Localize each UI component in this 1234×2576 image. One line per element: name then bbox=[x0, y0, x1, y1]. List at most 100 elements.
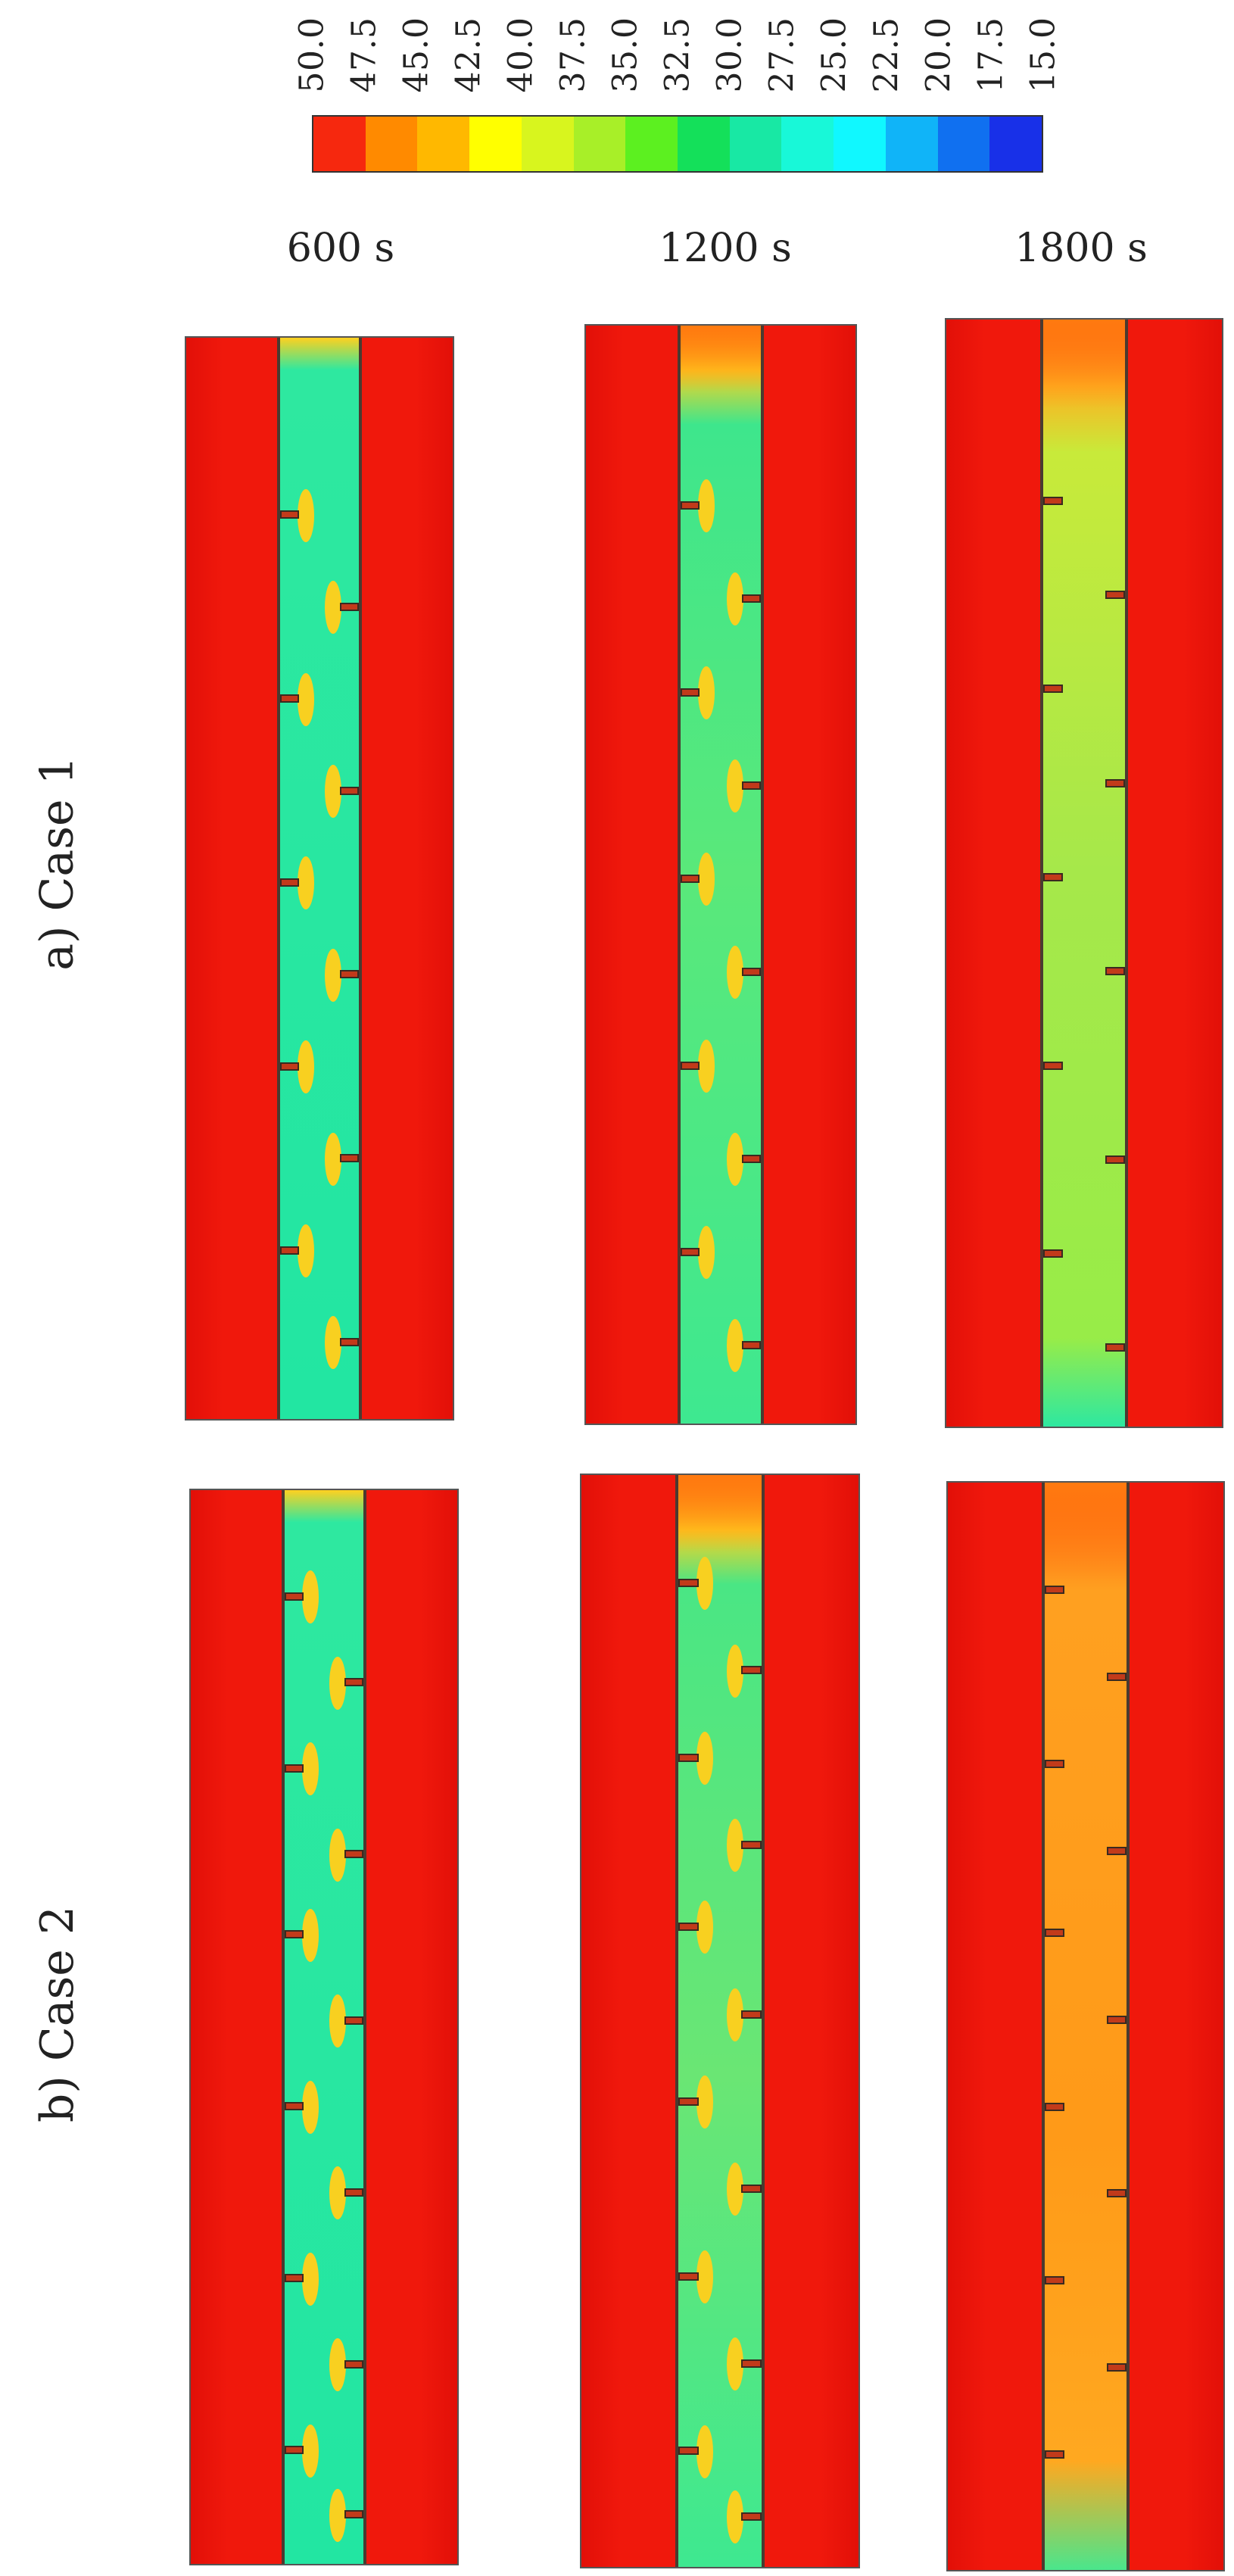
fin bbox=[1105, 591, 1126, 600]
colorbar-tick-text: 22.5 bbox=[867, 17, 906, 92]
fluid-region bbox=[284, 1490, 364, 2564]
row-label-case-1-text: a) Case 1 bbox=[31, 756, 85, 971]
thermal-plume bbox=[329, 2166, 347, 2220]
fin bbox=[1105, 1343, 1126, 1352]
thermal-plume bbox=[698, 853, 715, 906]
fin bbox=[1105, 778, 1126, 787]
fin bbox=[1044, 1760, 1064, 1769]
colorbar-tick-text: 37.5 bbox=[553, 17, 593, 92]
thermal-plume bbox=[696, 1901, 714, 1954]
fin bbox=[741, 594, 761, 603]
fin bbox=[344, 1678, 364, 1687]
thermal-plume bbox=[696, 1557, 714, 1611]
colorbar-tick-text: 15.0 bbox=[1024, 17, 1063, 92]
colorbar-segment bbox=[573, 117, 626, 171]
colorbar-segment bbox=[729, 117, 782, 171]
fin bbox=[741, 1666, 762, 1675]
fin bbox=[284, 1764, 304, 1773]
thermal-plume bbox=[698, 666, 715, 719]
fin bbox=[741, 968, 761, 977]
fin bbox=[678, 2447, 699, 2456]
fin bbox=[1042, 1061, 1063, 1070]
warm-top-region bbox=[678, 1475, 762, 1552]
thermal-plume bbox=[726, 2337, 743, 2391]
colorbar-tick-label: 20.0 bbox=[920, 0, 958, 111]
colorbar-tick-text: 17.5 bbox=[971, 17, 1011, 92]
fin bbox=[1107, 2363, 1127, 2372]
thermal-plume bbox=[726, 572, 743, 626]
fin bbox=[681, 1061, 700, 1070]
thermal-plume bbox=[301, 2252, 319, 2306]
fin bbox=[1044, 2276, 1064, 2285]
fin bbox=[1044, 2450, 1064, 2459]
fin bbox=[1044, 1586, 1064, 1595]
fin bbox=[284, 2274, 304, 2283]
fin bbox=[678, 1578, 699, 1587]
fin bbox=[681, 875, 700, 883]
fin bbox=[279, 510, 299, 519]
thermal-plume bbox=[329, 1828, 347, 1882]
thermal-plume bbox=[696, 1731, 714, 1785]
thermal-plume bbox=[301, 2080, 319, 2134]
fin bbox=[1107, 1673, 1127, 1682]
thermal-plume bbox=[726, 2490, 743, 2544]
panel-case1-1200s bbox=[584, 324, 857, 1425]
warm-top-region bbox=[681, 326, 761, 391]
thermal-plume bbox=[329, 1994, 347, 2048]
colorbar-tick-text: 47.5 bbox=[344, 17, 384, 92]
thermal-plume bbox=[297, 1040, 314, 1094]
thermal-plume bbox=[726, 946, 743, 1000]
fin bbox=[340, 786, 360, 795]
colorbar-tick-text: 45.0 bbox=[397, 17, 436, 92]
fin bbox=[678, 2272, 699, 2281]
colorbar-tick-label: 32.5 bbox=[659, 0, 697, 111]
fluid-region bbox=[678, 1475, 762, 2567]
fin bbox=[344, 2188, 364, 2197]
fin bbox=[741, 2512, 762, 2521]
fin bbox=[344, 2359, 364, 2369]
colorbar-tick-labels: 50.0 47.5 45.0 42.5 40.0 37.5 35.0 32.5 30.0 27.5… bbox=[293, 0, 1063, 112]
fin bbox=[279, 1246, 299, 1255]
colorbar-segment bbox=[678, 117, 730, 171]
colorbar-tick-label: 27.5 bbox=[763, 0, 802, 111]
panel-case1-1800s bbox=[945, 318, 1223, 1428]
colorbar-tick-text: 40.0 bbox=[501, 17, 541, 92]
fin bbox=[681, 688, 700, 697]
colorbar-tick-text: 20.0 bbox=[919, 17, 958, 92]
fin bbox=[741, 2010, 762, 2019]
colorbar-tick-label: 40.0 bbox=[502, 0, 541, 111]
thermal-plume bbox=[297, 856, 314, 910]
colorbar-segment bbox=[365, 117, 418, 171]
colorbar-tick-text: 35.0 bbox=[606, 17, 645, 92]
fin bbox=[284, 2446, 304, 2455]
fin bbox=[340, 970, 360, 979]
fin bbox=[741, 781, 761, 790]
fluid-channel bbox=[1039, 320, 1129, 1427]
fluid-channel bbox=[675, 1475, 765, 2567]
panel-case2-1800s bbox=[946, 1481, 1225, 2571]
thermal-plume bbox=[325, 765, 342, 819]
colorbar-tick-label: 35.0 bbox=[606, 0, 645, 111]
fin bbox=[1042, 685, 1063, 694]
fin bbox=[741, 1841, 762, 1850]
colorbar-tick-text: 50.0 bbox=[292, 17, 332, 92]
colorbar-tick-text: 25.0 bbox=[815, 17, 854, 92]
colorbar-segment bbox=[937, 117, 990, 171]
colorbar-segment bbox=[313, 117, 366, 171]
thermal-plume bbox=[301, 1909, 319, 1963]
fin bbox=[284, 1930, 304, 1939]
fin bbox=[741, 1341, 761, 1350]
fluid-region bbox=[1044, 1483, 1127, 2570]
thermal-plume bbox=[696, 2075, 714, 2129]
fin bbox=[344, 2016, 364, 2025]
fin bbox=[741, 1154, 761, 1163]
fin bbox=[1044, 1928, 1064, 1937]
colorbar-tick-label: 25.0 bbox=[815, 0, 854, 111]
fin bbox=[741, 2359, 762, 2369]
fin bbox=[1105, 1155, 1126, 1164]
thermal-plume bbox=[301, 1570, 319, 1624]
fin bbox=[741, 2185, 762, 2194]
row-label-case-1: a) Case 1 bbox=[27, 598, 88, 1128]
colorbar-tick-label: 15.0 bbox=[1024, 0, 1063, 111]
panel-case1-600s bbox=[185, 336, 454, 1421]
